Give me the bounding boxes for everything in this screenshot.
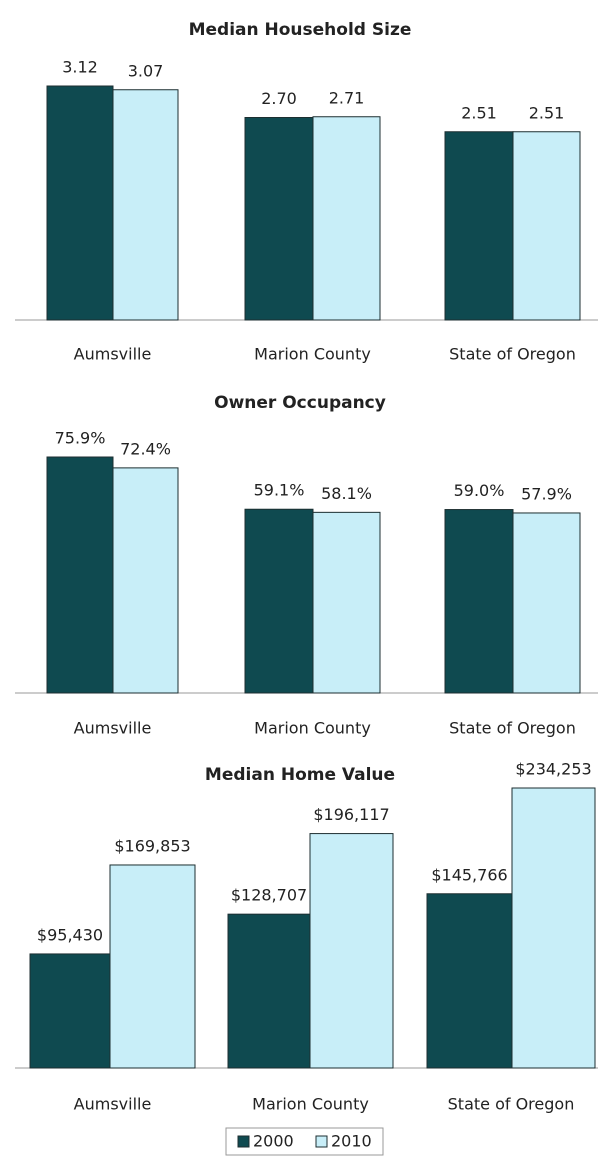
bar <box>46 456 114 694</box>
category-label: Aumsville <box>74 1095 152 1114</box>
bar <box>426 893 513 1069</box>
legend-label: 2000 <box>253 1132 294 1151</box>
chart-title: Median Home Value <box>205 765 395 785</box>
category-label: Marion County <box>254 345 371 364</box>
bar <box>46 85 114 321</box>
bar <box>109 864 196 1069</box>
value-label: $95,430 <box>37 925 103 944</box>
bar <box>511 787 596 1069</box>
category-label: State of Oregon <box>448 1095 575 1114</box>
bar <box>312 511 381 694</box>
bar <box>312 116 381 321</box>
bar <box>244 117 314 321</box>
legend-swatch <box>315 1135 328 1148</box>
value-label: 58.1% <box>321 484 372 503</box>
value-label: $169,853 <box>114 836 190 855</box>
bar <box>244 508 314 694</box>
chart-title: Owner Occupancy <box>214 393 386 413</box>
bar <box>29 953 111 1069</box>
value-label: 59.1% <box>254 481 305 500</box>
value-label: 57.9% <box>521 484 572 503</box>
value-label: 2.71 <box>329 88 365 107</box>
category-label: Marion County <box>252 1095 369 1114</box>
bar <box>444 509 514 694</box>
value-label: 3.07 <box>128 61 164 80</box>
bar <box>309 833 394 1069</box>
legend-label: 2010 <box>331 1132 372 1151</box>
bar <box>512 131 581 321</box>
value-label: 2.51 <box>461 103 497 122</box>
value-label: $234,253 <box>515 760 591 779</box>
value-label: 75.9% <box>55 429 106 448</box>
legend-swatch <box>237 1135 250 1148</box>
bar <box>444 131 514 321</box>
value-label: $145,766 <box>431 865 507 884</box>
bar <box>112 467 179 694</box>
value-label: $128,707 <box>231 886 307 905</box>
legend-box <box>225 1127 384 1156</box>
value-label: 2.70 <box>261 89 297 108</box>
value-label: $196,117 <box>313 805 389 824</box>
bar <box>112 89 179 321</box>
bar <box>227 913 311 1069</box>
value-label: 72.4% <box>120 439 171 458</box>
category-label: Aumsville <box>74 719 152 738</box>
bar <box>512 512 581 694</box>
category-label: Marion County <box>254 719 371 738</box>
chart-title: Median Household Size <box>189 20 412 40</box>
category-label: State of Oregon <box>449 345 576 364</box>
value-label: 3.12 <box>62 58 98 77</box>
value-label: 2.51 <box>529 103 565 122</box>
category-label: Aumsville <box>74 345 152 364</box>
category-label: State of Oregon <box>449 719 576 738</box>
value-label: 59.0% <box>454 481 505 500</box>
